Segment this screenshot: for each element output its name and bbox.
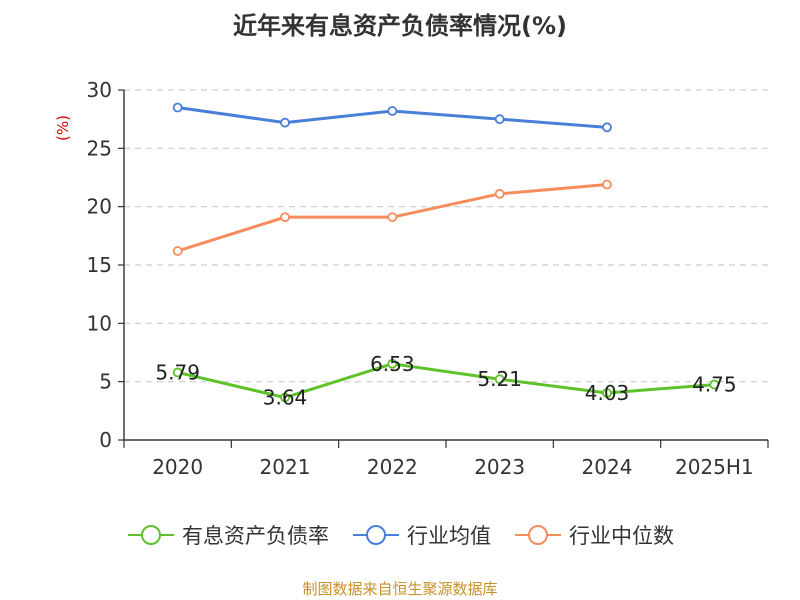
y-tick-label: 20 (87, 195, 112, 219)
legend-marker (366, 525, 386, 545)
data-label: 3.64 (263, 386, 308, 410)
y-tick-label: 25 (87, 136, 112, 160)
series-line-debt_ratio (177, 362, 715, 400)
data-label: 5.21 (477, 367, 522, 391)
x-tick-label: 2020 (152, 455, 203, 479)
x-tick-label: 2022 (367, 455, 418, 479)
data-point-debt_ratio (280, 392, 290, 403)
data-labels: 5.79 3.64 6.53 5.21 4.03 4.75 (155, 352, 736, 410)
data-label: 6.53 (370, 352, 415, 376)
y-tick-label: 0 (99, 428, 112, 452)
data-label: 4.75 (692, 373, 737, 397)
legend-marker (528, 525, 548, 545)
x-tick-label: 2025H1 (675, 455, 754, 479)
data-label: 4.03 (585, 381, 630, 405)
data-label: 5.79 (155, 360, 200, 384)
y-tick-label: 10 (87, 311, 112, 335)
legend-item-industry_avg[interactable]: 行业均值 (351, 520, 491, 550)
data-point-industry_avg (494, 114, 505, 125)
legend-swatch-icon (128, 525, 174, 545)
y-tick-label: 30 (87, 78, 112, 102)
x-tick-label: 2024 (582, 455, 633, 479)
grid-lines (124, 89, 768, 383)
data-point-industry_avg (280, 117, 290, 128)
data-point-industry_avg (172, 102, 183, 113)
legend-swatch-icon (353, 525, 399, 545)
axes: 0 5 10 15 20 25 30 2020 2021 2022 2023 2024 2025H1 (%… (54, 78, 769, 479)
legend-item-industry_median[interactable]: 行业中位数 (513, 520, 674, 550)
data-point-debt_ratio (387, 358, 398, 369)
data-point-industry_median (280, 212, 290, 223)
legend-label: 行业中位数 (569, 524, 674, 548)
legend-item-debt_ratio[interactable]: 有息资产负债率 (126, 520, 329, 550)
data-point-industry_avg (387, 106, 398, 116)
legend-swatch-icon (515, 525, 561, 545)
series-lines (172, 102, 720, 403)
data-point-industry_median (602, 179, 612, 190)
legend-label: 行业均值 (407, 524, 491, 548)
data-point-debt_ratio (602, 388, 612, 398)
y-tick-label: 15 (87, 253, 112, 277)
legend-label: 有息资产负债率 (182, 524, 329, 548)
data-point-industry_median (494, 188, 505, 199)
data-point-debt_ratio (709, 379, 720, 390)
y-tick-label: 5 (99, 370, 112, 394)
x-tick-label: 2021 (260, 455, 311, 479)
data-point-industry_median (387, 212, 398, 223)
chart-title: 近年来有息资产负债率情况(%) (233, 12, 567, 40)
legend: 有息资产负债率 行业均值 行业中位数 (0, 520, 800, 550)
x-tick-label: 2023 (474, 455, 525, 479)
source-note: 制图数据来自恒生聚源数据库 (302, 580, 498, 598)
data-point-industry_avg (602, 122, 612, 133)
data-point-debt_ratio (172, 367, 183, 378)
data-point-debt_ratio (494, 374, 505, 385)
y-axis-unit-label: (%) (54, 115, 72, 141)
data-point-industry_median (172, 246, 183, 256)
legend-marker (141, 525, 161, 545)
